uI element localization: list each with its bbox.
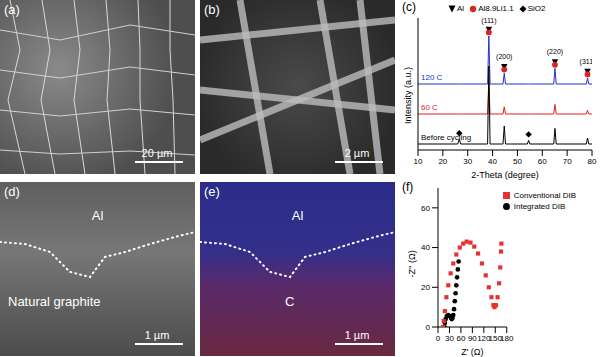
html-text:(f): (f) xyxy=(402,180,414,194)
svg-text:60: 60 xyxy=(538,157,547,166)
svg-text:70: 70 xyxy=(563,157,572,166)
svg-text:30: 30 xyxy=(463,157,472,166)
svg-text:Intensity (a.u.): Intensity (a.u.) xyxy=(403,67,413,124)
html-text:Al: Al xyxy=(291,208,304,223)
svg-text:50: 50 xyxy=(513,157,522,166)
svg-text:180: 180 xyxy=(500,334,514,343)
svg-text:-Z'' (Ω): -Z'' (Ω) xyxy=(407,250,417,277)
svg-text:30: 30 xyxy=(445,334,454,343)
html-text:1 µm: 1 µm xyxy=(144,329,170,341)
svg-text:(200): (200) xyxy=(496,53,512,61)
html-text:20 µm: 20 µm xyxy=(141,147,173,159)
svg-text:20: 20 xyxy=(438,157,447,166)
html-text:C: C xyxy=(285,294,295,309)
html-text:2 µm: 2 µm xyxy=(344,147,370,159)
svg-text:0: 0 xyxy=(426,323,431,332)
html-text:Al: Al xyxy=(457,4,465,13)
svg-text:40: 40 xyxy=(488,157,497,166)
svg-text:20: 20 xyxy=(421,283,430,292)
svg-text:150: 150 xyxy=(488,333,502,343)
html-text:Integrated DIB: Integrated DIB xyxy=(513,202,566,211)
svg-text:120: 120 xyxy=(477,333,491,343)
svg-text:(220): (220) xyxy=(547,48,563,56)
svg-text:(311): (311) xyxy=(580,58,592,66)
html-text:(c): (c) xyxy=(402,0,416,14)
svg-text:(111): (111) xyxy=(481,18,496,25)
svg-text:40: 40 xyxy=(421,243,430,252)
html-text:Al: Al xyxy=(91,208,104,223)
svg-text:Before cycling: Before cycling xyxy=(421,133,471,142)
svg-text:2-Theta (degree): 2-Theta (degree) xyxy=(471,170,539,180)
svg-text:80: 80 xyxy=(588,157,597,166)
svg-text:90: 90 xyxy=(468,334,477,343)
html-text:SiO2: SiO2 xyxy=(527,4,546,13)
html-text:(d): (d) xyxy=(4,184,20,199)
svg-text:120 C: 120 C xyxy=(421,73,443,82)
svg-text:10: 10 xyxy=(414,157,423,166)
svg-text:60 C: 60 C xyxy=(421,103,438,112)
svg-text:60: 60 xyxy=(421,204,430,213)
svg-text:Z' (Ω): Z' (Ω) xyxy=(461,347,483,357)
svg-text:0: 0 xyxy=(436,334,441,343)
html-text:Al8.9Li1.1: Al8.9Li1.1 xyxy=(478,4,514,13)
html-text:(a): (a) xyxy=(4,2,20,17)
html-text:1 µm: 1 µm xyxy=(344,329,370,341)
html-text:(e): (e) xyxy=(204,184,220,199)
html-text:(b): (b) xyxy=(204,2,220,17)
html-text:Conventional DIB: Conventional DIB xyxy=(513,191,576,200)
html-text:Natural graphite: Natural graphite xyxy=(8,294,101,309)
svg-text:60: 60 xyxy=(456,334,465,343)
